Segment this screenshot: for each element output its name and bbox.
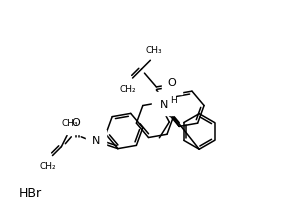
Text: CH₂: CH₂ <box>119 85 136 94</box>
Text: CH₃: CH₃ <box>145 46 162 55</box>
Text: H: H <box>170 96 177 105</box>
Text: O: O <box>168 78 177 88</box>
Text: N: N <box>160 100 168 110</box>
Text: HBr: HBr <box>19 187 42 200</box>
Text: CH₂: CH₂ <box>39 162 56 172</box>
Text: O: O <box>72 118 81 128</box>
Text: CH₃: CH₃ <box>61 119 78 128</box>
Text: N: N <box>157 97 166 107</box>
Text: N: N <box>92 136 100 146</box>
